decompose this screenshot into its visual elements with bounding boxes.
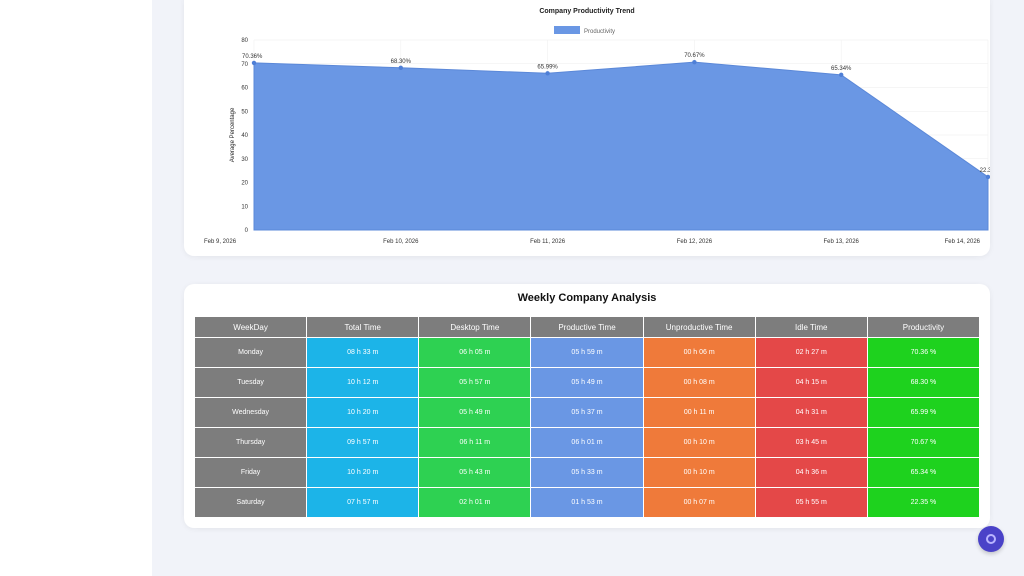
table-cell-total-time: 07 h 57 m [306,487,420,518]
table-cell-weekday: Wednesday [193,397,308,428]
table-cell-idle-time: 03 h 45 m [754,427,868,458]
settings-icon [986,534,996,544]
table-row: Monday 08 h 33 m 06 h 05 m 05 h 59 m 00 h 06… [193,337,981,368]
table-row: Saturday 07 h 57 m 02 h 01 m 01 h 53 m 00 h … [193,487,981,518]
floating-settings-button[interactable] [978,526,1004,552]
table-header-row: WeekDay Total Time Desktop Time Productive … [193,316,981,338]
y-tick-label: 30 [241,157,248,163]
main-content: Company Productivity Trend Productivity 0 1… [152,0,1024,576]
table-cell-unproductive-time: 00 h 10 m [642,427,756,458]
data-point [545,71,550,76]
table-row: Tuesday 10 h 12 m 05 h 57 m 05 h 49 m 00 h 0… [193,367,981,398]
table-cell-idle-time: 04 h 36 m [754,457,868,488]
table-cell-unproductive-time: 00 h 06 m [642,337,756,368]
data-label: 70.67% [684,53,705,59]
table-cell-unproductive-time: 00 h 10 m [642,457,756,488]
table-cell-idle-time: 04 h 31 m [754,397,868,428]
weekly-analysis-card: Weekly Company Analysis WeekDay Total Tim… [184,284,990,528]
table-cell-total-time: 10 h 20 m [306,397,420,428]
x-tick-label: Feb 10, 2026 [383,239,419,245]
table-cell-total-time: 10 h 20 m [306,457,420,488]
column-header-total-time: Total Time [306,316,420,338]
chart-title: Company Productivity Trend [539,8,634,15]
table-cell-idle-time: 04 h 15 m [754,367,868,398]
table-cell-productive-time: 06 h 01 m [530,427,644,458]
y-tick-label: 70 [241,62,248,68]
table-cell-desktop-time: 05 h 49 m [418,397,532,428]
y-tick-label: 20 [241,181,248,187]
data-point [251,60,257,66]
weekly-analysis-table: WeekDay Total Time Desktop Time Productive … [193,316,981,518]
table-cell-total-time: 08 h 33 m [306,337,420,368]
y-tick-label: 40 [241,133,248,139]
x-tick-label: Feb 9, 2026 [204,239,237,245]
table-cell-total-time: 09 h 57 m [306,427,420,458]
table-cell-productivity: 65.34 % [866,457,981,488]
column-header-unproductive-time: Unproductive Time [642,316,756,338]
table-cell-productive-time: 01 h 53 m [530,487,644,518]
table-cell-unproductive-time: 00 h 08 m [642,367,756,398]
table-cell-unproductive-time: 00 h 11 m [642,397,756,428]
y-tick-label: 0 [245,228,249,234]
table-cell-idle-time: 02 h 27 m [754,337,868,368]
table-cell-productivity: 68.30 % [866,367,981,398]
table-cell-desktop-time: 06 h 11 m [418,427,532,458]
table-cell-productivity: 65.99 % [866,397,981,428]
x-tick-label: Feb 13, 2026 [824,239,860,245]
table-row: Friday 10 h 20 m 05 h 43 m 05 h 33 m 00 h 10… [193,457,981,488]
column-header-idle-time: Idle Time [754,316,868,338]
data-label: 65.34% [831,66,852,72]
table-body: Monday 08 h 33 m 06 h 05 m 05 h 59 m 00 h 06… [193,337,981,518]
table-cell-weekday: Thursday [193,427,308,458]
column-header-weekday: WeekDay [193,316,308,338]
table-cell-desktop-time: 05 h 43 m [418,457,532,488]
y-axis-label: Average Percentage [230,107,236,162]
data-point [839,72,844,78]
column-header-productivity: Productivity [866,316,981,338]
table-cell-productivity: 70.36 % [866,337,981,368]
table-cell-productive-time: 05 h 33 m [530,457,644,488]
table-cell-productive-time: 05 h 59 m [530,337,644,368]
table-cell-productive-time: 05 h 37 m [530,397,644,428]
table-cell-desktop-time: 02 h 01 m [418,487,532,518]
table-cell-productive-time: 05 h 49 m [530,367,644,398]
table-cell-desktop-time: 05 h 57 m [418,367,532,398]
legend-label: Productivity [584,29,615,35]
table-title: Weekly Company Analysis [517,292,657,304]
productivity-chart: Company Productivity Trend Productivity 0 1… [204,8,990,245]
x-tick-label: Feb 14, 2026 [945,239,981,245]
table-cell-weekday: Monday [193,337,308,368]
y-tick-label: 10 [241,204,248,210]
y-tick-label: 50 [241,109,248,115]
column-header-desktop-time: Desktop Time [418,316,532,338]
data-label: 22.35% [980,168,990,174]
table-cell-unproductive-time: 00 h 07 m [642,487,756,518]
table-cell-desktop-time: 06 h 05 m [418,337,532,368]
table-cell-weekday: Saturday [193,487,308,518]
data-point [692,59,697,65]
left-blank-area [0,0,152,576]
table-cell-productivity: 22.35 % [866,487,981,518]
table-row: Thursday 09 h 57 m 06 h 11 m 06 h 01 m 00 h … [193,427,981,458]
table-cell-idle-time: 05 h 55 m [754,487,868,518]
table-cell-weekday: Tuesday [193,367,308,398]
productivity-chart-card: Company Productivity Trend Productivity 0 1… [184,0,990,256]
y-tick-label: 60 [241,86,248,92]
data-point [985,174,990,180]
x-tick-label: Feb 12, 2026 [677,239,713,245]
x-tick-label: Feb 11, 2026 [530,239,566,245]
data-label: 70.36% [242,54,263,60]
table-row: Wednesday 10 h 20 m 05 h 49 m 05 h 37 m 00 h… [193,397,981,428]
table-cell-productivity: 70.67 % [866,427,981,458]
data-label: 68.30% [391,59,412,65]
y-tick-label: 80 [241,38,248,44]
legend-swatch [554,26,580,34]
data-label: 65.99% [537,64,558,70]
table-cell-weekday: Friday [193,457,308,488]
data-point [398,65,403,70]
table-cell-total-time: 10 h 12 m [306,367,420,398]
column-header-productive-time: Productive Time [530,316,644,338]
